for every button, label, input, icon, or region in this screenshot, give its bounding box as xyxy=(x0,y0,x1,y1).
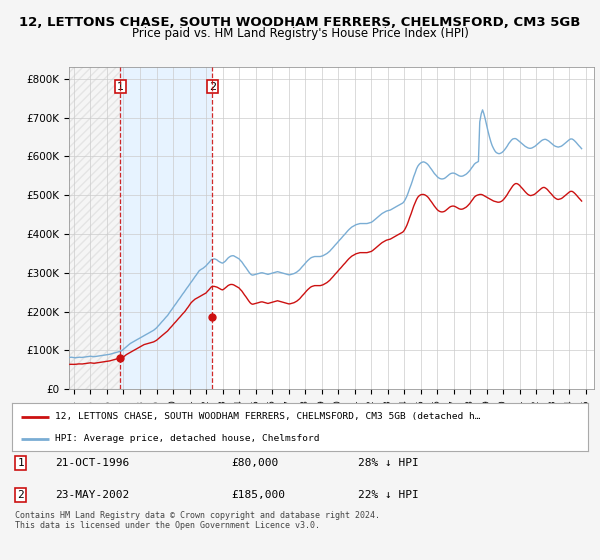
Text: 23-MAY-2002: 23-MAY-2002 xyxy=(55,490,130,500)
Text: 22% ↓ HPI: 22% ↓ HPI xyxy=(358,490,418,500)
Text: 28% ↓ HPI: 28% ↓ HPI xyxy=(358,458,418,468)
Text: Price paid vs. HM Land Registry's House Price Index (HPI): Price paid vs. HM Land Registry's House … xyxy=(131,27,469,40)
Text: 21-OCT-1996: 21-OCT-1996 xyxy=(55,458,130,468)
Bar xyxy=(69,67,121,389)
Text: £80,000: £80,000 xyxy=(231,458,278,468)
Text: 1: 1 xyxy=(17,458,24,468)
Text: 2: 2 xyxy=(209,82,216,92)
Text: 1: 1 xyxy=(117,82,124,92)
Text: 12, LETTONS CHASE, SOUTH WOODHAM FERRERS, CHELMSFORD, CM3 5GB (detached h…: 12, LETTONS CHASE, SOUTH WOODHAM FERRERS… xyxy=(55,412,481,421)
Text: £185,000: £185,000 xyxy=(231,490,285,500)
Text: 12, LETTONS CHASE, SOUTH WOODHAM FERRERS, CHELMSFORD, CM3 5GB: 12, LETTONS CHASE, SOUTH WOODHAM FERRERS… xyxy=(19,16,581,29)
Text: 2: 2 xyxy=(17,490,24,500)
Bar xyxy=(121,67,212,389)
Text: HPI: Average price, detached house, Chelmsford: HPI: Average price, detached house, Chel… xyxy=(55,435,320,444)
Text: Contains HM Land Registry data © Crown copyright and database right 2024.
This d: Contains HM Land Registry data © Crown c… xyxy=(15,511,380,530)
